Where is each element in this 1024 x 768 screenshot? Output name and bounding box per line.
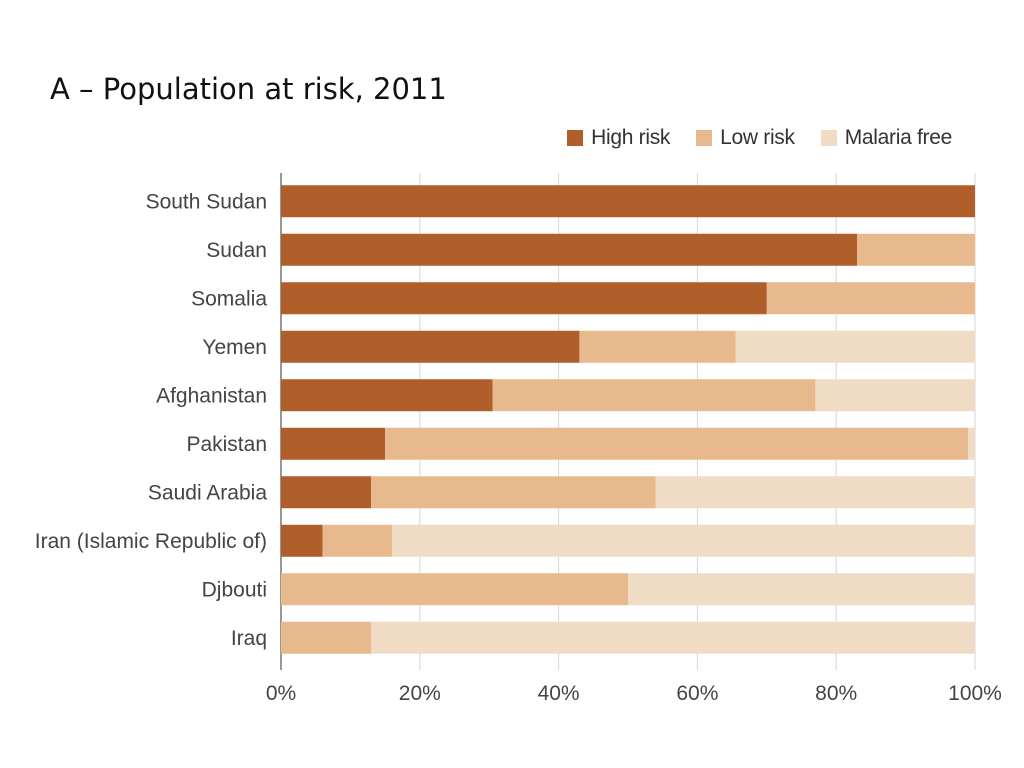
bar-segment-high-risk [281,185,975,218]
bar-segment-high-risk [281,330,580,363]
bar-segment-high-risk [281,233,858,266]
bar-segment-malaria-free [815,379,975,412]
bar-segment-malaria-free [735,330,975,363]
x-tick-label: 40% [538,682,580,705]
bar-segment-high-risk [281,476,372,509]
x-tick-label: 0% [266,682,296,705]
legend-swatch-malaria-free [820,130,837,146]
x-tick-label: 60% [676,682,718,705]
x-tick-label: 20% [399,682,441,705]
bar-segment-malaria-free [392,524,975,557]
bar-segment-low-risk [766,282,975,315]
bar-segment-malaria-free [655,476,975,509]
category-label: Djbouti [202,578,267,601]
legend-swatch-high-risk [567,130,584,146]
bar-segment-malaria-free [968,427,975,460]
category-label: Yemen [202,336,267,359]
bar-segment-high-risk [281,524,323,557]
bar-segment-low-risk [492,379,816,412]
legend-item-malaria-free: Malaria free [820,126,953,150]
bar-segment-low-risk [385,427,969,460]
bar-segment-low-risk [281,621,372,654]
x-tick-label: 100% [948,682,1002,705]
category-label: Afghanistan [156,384,267,407]
bar-segment-low-risk [322,524,393,557]
bar-segment-low-risk [371,476,656,509]
legend-item-low-risk: Low risk [696,126,795,150]
category-label: Iran (Islamic Republic of) [35,530,267,553]
chart-title: A – Population at risk, 2011 [50,72,447,106]
category-label: Iraq [231,627,267,650]
bar-segment-high-risk [281,282,767,315]
bar-segment-malaria-free [371,621,976,654]
legend-label-low-risk: Low risk [720,126,795,149]
legend-swatch-low-risk [696,130,713,146]
legend-label-high-risk: High risk [591,126,671,149]
bar-segment-low-risk [857,233,975,266]
category-label: Somalia [191,287,267,310]
bar-segment-high-risk [281,427,386,460]
x-tick-label: 80% [815,682,857,705]
bar-segment-low-risk [281,573,628,606]
category-label: Sudan [206,239,267,262]
category-label: South Sudan [146,190,267,213]
bar-segment-high-risk [281,379,493,412]
bar-segment-malaria-free [628,573,975,606]
bar-segment-low-risk [579,330,736,363]
category-label: Saudi Arabia [148,481,267,504]
category-label: Pakistan [186,433,267,456]
legend-item-high-risk: High risk [567,126,670,150]
legend-label-malaria-free: Malaria free [844,126,953,149]
legend: High risk Low risk Malaria free [567,126,952,150]
